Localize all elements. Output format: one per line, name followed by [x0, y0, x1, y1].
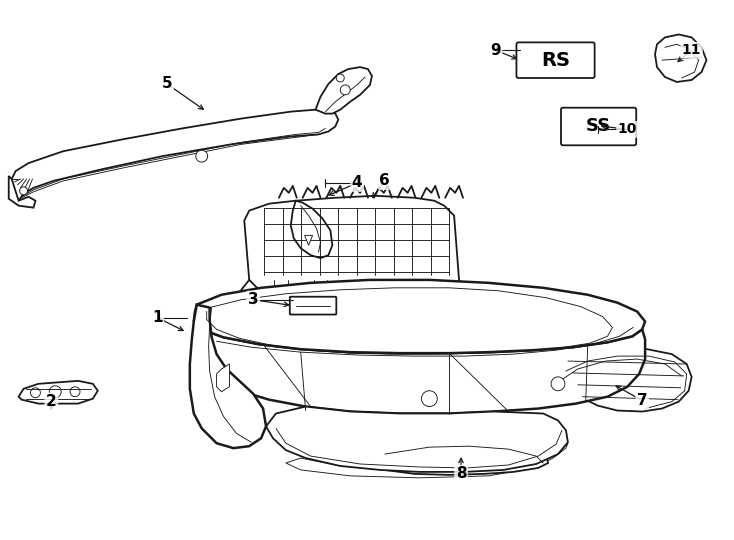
- Circle shape: [20, 187, 28, 195]
- Polygon shape: [239, 196, 464, 334]
- Polygon shape: [291, 201, 333, 258]
- Text: 6: 6: [379, 173, 390, 188]
- Polygon shape: [368, 441, 548, 475]
- Polygon shape: [316, 67, 372, 113]
- Polygon shape: [305, 235, 313, 245]
- Polygon shape: [194, 280, 645, 353]
- Polygon shape: [286, 443, 568, 478]
- Circle shape: [196, 150, 208, 162]
- Polygon shape: [197, 329, 645, 414]
- Text: 2: 2: [46, 394, 57, 409]
- Text: 3: 3: [248, 292, 258, 307]
- Text: 5: 5: [161, 77, 172, 91]
- Polygon shape: [558, 349, 691, 411]
- Polygon shape: [12, 110, 338, 201]
- Text: 7: 7: [637, 393, 647, 408]
- Text: 4: 4: [352, 176, 363, 191]
- Text: 9: 9: [490, 43, 501, 58]
- Polygon shape: [231, 280, 267, 364]
- Polygon shape: [214, 359, 261, 407]
- Polygon shape: [18, 381, 98, 403]
- Polygon shape: [655, 35, 706, 82]
- Polygon shape: [9, 176, 35, 208]
- Circle shape: [341, 85, 350, 95]
- Circle shape: [49, 386, 61, 397]
- Circle shape: [336, 74, 344, 82]
- FancyBboxPatch shape: [517, 42, 595, 78]
- Circle shape: [31, 388, 40, 397]
- FancyBboxPatch shape: [561, 107, 636, 145]
- Text: SS: SS: [586, 118, 611, 136]
- Text: RS: RS: [542, 51, 570, 70]
- Circle shape: [70, 387, 80, 397]
- FancyBboxPatch shape: [290, 296, 336, 314]
- Text: 1: 1: [152, 310, 162, 325]
- Circle shape: [421, 391, 437, 407]
- Polygon shape: [217, 364, 230, 392]
- Text: 8: 8: [456, 467, 466, 481]
- Text: 11: 11: [682, 43, 702, 57]
- Circle shape: [551, 377, 565, 391]
- Polygon shape: [266, 407, 568, 472]
- Polygon shape: [190, 305, 266, 448]
- Text: 10: 10: [617, 123, 637, 137]
